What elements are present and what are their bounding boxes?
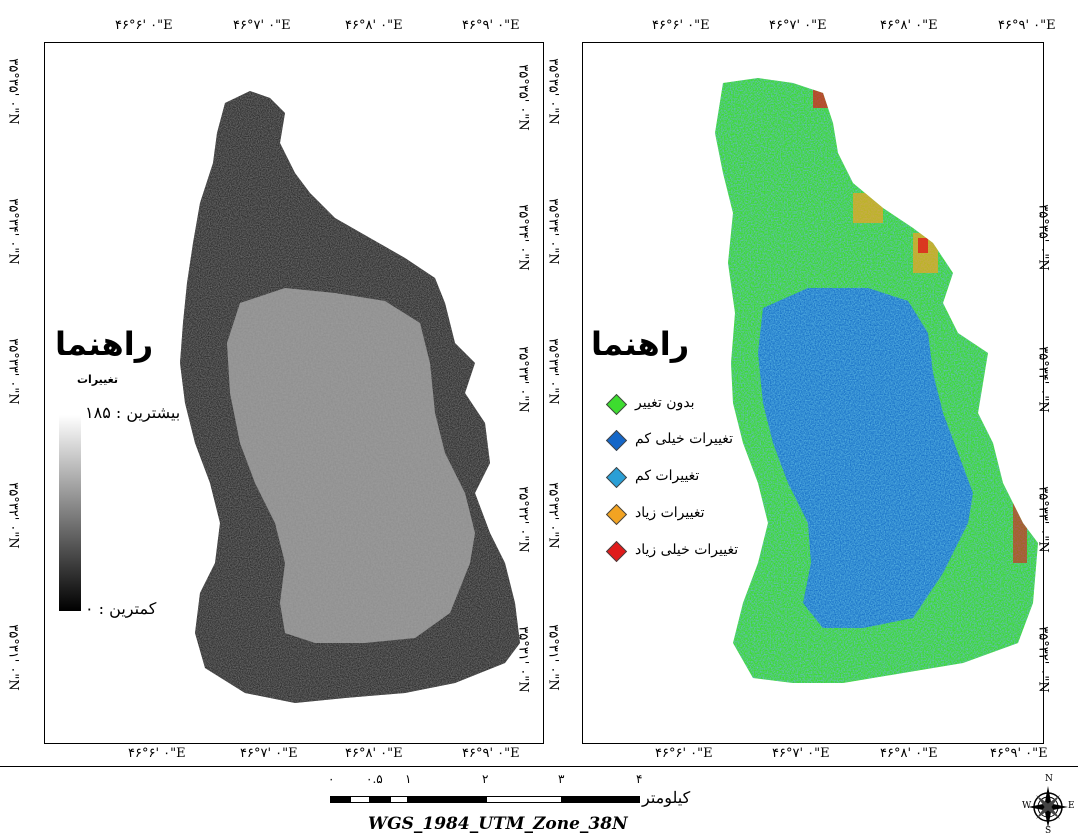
compass-rose-icon: N S W E — [1020, 774, 1076, 836]
right-right-tick: ۳۵°۳۳' ۰"N — [1035, 486, 1051, 553]
left-left-tick: ۳۵°۳۱' ۰"N — [5, 624, 21, 691]
left-top-tick: ۴۶°۷' ۰"E — [233, 18, 291, 33]
scale-unit: کیلومتر — [642, 788, 691, 807]
right-left-tick: ۳۵°۳۵' ۰"N — [545, 58, 561, 125]
legend-item-label: تغییرات خیلی کم — [635, 431, 733, 447]
right-left-tick: ۳۵°۳۳' ۰"N — [545, 338, 561, 405]
left-right-tick: ۳۵°۳۴' ۰"N — [515, 204, 531, 271]
left-left-tick: ۳۵°۳۴' ۰"N — [5, 198, 21, 265]
left-map-frame: راهنما تغییرات بیشترین : ۱۸۵ کمترین : ۰ — [44, 42, 544, 744]
right-left-tick: ۳۵°۳۱' ۰"N — [545, 624, 561, 691]
legend-max-label: بیشترین : ۱۸۵ — [85, 403, 181, 422]
left-legend-subtitle: تغییرات — [77, 373, 118, 386]
right-top-tick: ۴۶°۶' ۰"E — [652, 18, 710, 33]
scale-number: ۰.۵ — [366, 772, 383, 786]
north-label: N — [1045, 774, 1053, 784]
legend-item-label: تغییرات خیلی زیاد — [635, 542, 739, 558]
right-change-classes-raster — [715, 78, 1038, 683]
right-map-frame: راهنما بدون تغییر تغییرات خیلی کم تغییرا… — [582, 42, 1044, 744]
right-left-tick: ۳۵°۳۴' ۰"N — [545, 198, 561, 265]
west-label: W — [1022, 801, 1032, 811]
scale-number: ۴ — [636, 772, 643, 786]
left-right-tick: ۳۵°۳۳' ۰"N — [515, 346, 531, 413]
left-right-tick: ۳۵°۳۵' ۰"N — [515, 64, 531, 131]
scale-number: ۳ — [558, 772, 565, 786]
scale-number: ۲ — [482, 772, 489, 786]
left-left-tick: ۳۵°۳۵' ۰"N — [5, 58, 21, 125]
left-legend-title: راهنما — [55, 325, 154, 363]
left-top-tick: ۴۶°۹' ۰"E — [462, 18, 520, 33]
left-top-tick: ۴۶°۸' ۰"E — [345, 18, 403, 33]
scale-number: ۱ — [405, 772, 412, 786]
left-left-tick: ۳۵°۳۲' ۰"N — [5, 482, 21, 549]
right-bottom-tick: ۴۶°۶' ۰"E — [655, 746, 713, 761]
grayscale-ramp — [59, 415, 81, 611]
right-top-tick: ۴۶°۹' ۰"E — [998, 18, 1056, 33]
projection-label: WGS_1984_UTM_Zone_38N — [368, 814, 628, 834]
left-bottom-tick: ۴۶°۸' ۰"E — [345, 746, 403, 761]
legend-min-label: کمترین : ۰ — [85, 599, 157, 618]
legend-item-label: بدون تغییر — [635, 395, 695, 411]
right-legend-title: راهنما — [591, 325, 690, 363]
legend-item-label: تغییرات زیاد — [635, 505, 705, 521]
right-bottom-tick: ۴۶°۷' ۰"E — [772, 746, 830, 761]
right-bottom-tick: ۴۶°۸' ۰"E — [880, 746, 938, 761]
right-top-tick: ۴۶°۸' ۰"E — [880, 18, 938, 33]
east-label: E — [1068, 801, 1075, 811]
right-top-tick: ۴۶°۷' ۰"E — [769, 18, 827, 33]
south-label: S — [1045, 826, 1052, 836]
scale-bar — [330, 796, 640, 804]
left-top-tick: ۴۶°۶' ۰"E — [115, 18, 173, 33]
right-right-tick: ۳۵°۳۵' ۰"N — [1035, 204, 1051, 271]
left-right-tick: ۳۵°۳۲' ۰"N — [515, 486, 531, 553]
bottom-divider — [0, 766, 1078, 767]
right-right-tick: ۳۵°۳۲' ۰"N — [1035, 626, 1051, 693]
left-bottom-tick: ۴۶°۷' ۰"E — [240, 746, 298, 761]
right-bottom-tick: ۴۶°۹' ۰"E — [990, 746, 1048, 761]
left-left-tick: ۳۵°۳۳' ۰"N — [5, 338, 21, 405]
left-change-raster — [180, 91, 520, 703]
left-bottom-tick: ۴۶°۹' ۰"E — [462, 746, 520, 761]
left-bottom-tick: ۴۶°۶' ۰"E — [128, 746, 186, 761]
legend-item-label: تغییرات کم — [635, 468, 700, 484]
scale-number: ۰ — [328, 772, 335, 786]
left-right-tick: ۳۵°۳۱' ۰"N — [515, 626, 531, 693]
right-left-tick: ۳۵°۳۲' ۰"N — [545, 482, 561, 549]
right-right-tick: ۳۵°۳۴' ۰"N — [1035, 346, 1051, 413]
